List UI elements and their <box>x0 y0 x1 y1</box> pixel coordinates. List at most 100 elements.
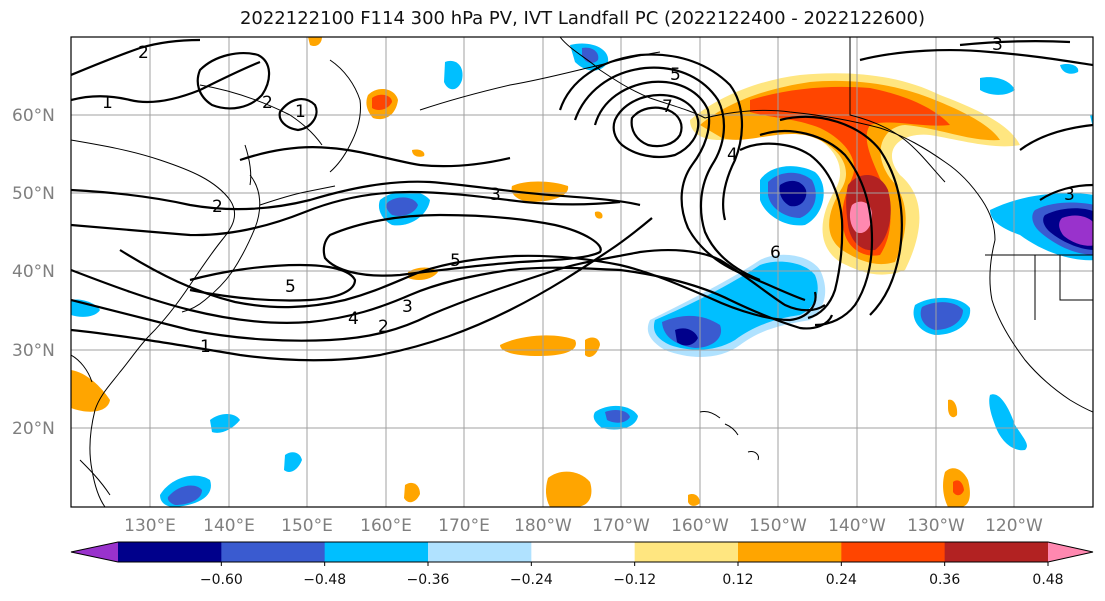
lon-label: 180°W <box>514 516 572 536</box>
contour-low-2 <box>573 66 761 282</box>
colorbar-extend-low <box>71 542 118 562</box>
contour-label: 1 <box>200 337 211 357</box>
positive-anomaly-small-f <box>412 149 425 157</box>
negative-anomaly-japan-sea <box>71 299 100 317</box>
coast-hawaii <box>699 411 759 461</box>
contour-1-south <box>71 217 653 362</box>
lon-label: 170°E <box>438 516 490 536</box>
positive-anomaly-130w-15n-2 <box>953 480 964 496</box>
positive-anomaly-small-d <box>688 493 700 506</box>
colorbar-tick-label: −0.48 <box>303 572 346 588</box>
colorbar-segment <box>634 542 739 562</box>
colorbar-tick-label: −0.24 <box>510 572 553 588</box>
negative-anomaly-165e-north <box>444 60 463 90</box>
negative-anomaly-150w-3 <box>779 180 807 207</box>
negative-anomaly-130w-2 <box>920 302 963 330</box>
contour-trough-1 <box>739 142 844 320</box>
contour-ridge-north <box>239 146 511 168</box>
contour-label: 2 <box>212 197 223 217</box>
contour-5b <box>322 213 602 277</box>
lon-label: 160°E <box>360 516 412 536</box>
contour-low-1 <box>558 53 743 221</box>
map-frame <box>70 36 1094 508</box>
colorbar-segment <box>841 542 946 562</box>
contour-label: 5 <box>285 277 296 297</box>
lat-label: 60°N <box>12 106 55 126</box>
contour-label: 3 <box>490 185 501 205</box>
positive-anomaly-165w-32n <box>585 337 600 357</box>
positive-anomaly-180 <box>511 181 569 202</box>
coast-japan <box>181 174 261 313</box>
positive-anomaly-160e-2 <box>372 94 392 110</box>
contour-low-4 <box>612 93 700 159</box>
lon-labels: 130°E 140°E 150°E 160°E 170°E 180°W 170°… <box>124 516 1043 536</box>
colorbar-tick-label: 0.48 <box>1032 572 1063 588</box>
contour-label: 3 <box>1064 185 1075 205</box>
colorbar-ticks: −0.60 −0.48 −0.36 −0.24 −0.12 0.12 0.24 0.36 0.4… <box>200 562 1064 588</box>
colorbar-tick-label: 0.36 <box>929 572 960 588</box>
colorbar-segment <box>531 542 636 562</box>
contour-2-north <box>71 38 201 77</box>
positive-anomaly-gulf-alaska-2 <box>700 80 1000 265</box>
coast-us-west <box>989 239 1093 413</box>
positive-anomaly-w-edge <box>71 370 110 412</box>
border-state-2 <box>1059 255 1093 301</box>
contour-trough-2 <box>759 130 874 327</box>
contour-2 <box>71 248 826 342</box>
lon-label: 140°W <box>828 516 886 536</box>
negative-anomaly-small-2 <box>284 452 302 472</box>
contour-label: 2 <box>138 43 149 63</box>
lon-label: 150°E <box>281 516 333 536</box>
colorbar-segment <box>738 542 842 562</box>
colorbar-outline <box>70 541 1094 563</box>
lon-label: 130°W <box>907 516 965 536</box>
colorbar-tick-label: 0.24 <box>826 572 857 588</box>
lon-label: 160°W <box>671 516 729 536</box>
contour-ridge-east-2 <box>1019 123 1093 151</box>
contour-low-5 <box>630 106 683 148</box>
lon-label: 170°W <box>592 516 650 536</box>
contour-labels: 1 2 2 1 3 5 5 4 2 3 1 2 3 5 7 6 4 3 <box>102 35 1075 357</box>
positive-anomaly-small-c <box>594 211 603 219</box>
coast-alaska-west <box>559 37 706 119</box>
colorbar-segment <box>118 542 222 562</box>
contour-low-3 <box>593 80 806 302</box>
negative-anomaly-small-5 <box>1060 63 1079 74</box>
lon-label: 120°W <box>985 516 1043 536</box>
colorbar-tick-label: −0.60 <box>200 572 243 588</box>
contour-ridge-east <box>859 48 1093 67</box>
contour-trough-3 <box>779 115 903 316</box>
coast-philippines <box>71 354 111 496</box>
lon-label: 150°W <box>749 516 807 536</box>
lat-label: 30°N <box>12 341 55 361</box>
coast-sakhalin <box>244 144 252 186</box>
coast-kamchatka <box>329 59 361 173</box>
contour-label: 5 <box>450 251 461 271</box>
positive-anomaly-small-b <box>308 37 322 47</box>
lon-label: 140°E <box>203 516 255 536</box>
colorbar-tick-label: −0.12 <box>613 572 656 588</box>
contour-label: 3 <box>992 35 1003 55</box>
contour-1-ring <box>278 98 318 132</box>
coastlines <box>71 37 1093 507</box>
colorbar-segment <box>221 542 326 562</box>
colorbar-tick-label: −0.36 <box>407 572 450 588</box>
map-title: 2022122100 F114 300 hPa PV, IVT Landfall… <box>239 8 926 29</box>
contour-label: 3 <box>402 297 413 317</box>
positive-anomaly-sw <box>545 471 592 507</box>
colorbar-extend-high <box>1048 542 1093 562</box>
contour-5 <box>189 263 357 302</box>
contour-3b <box>71 180 641 211</box>
colorbar-segment <box>324 542 429 562</box>
contour-label: 5 <box>670 65 681 85</box>
graticule <box>71 37 1093 507</box>
negative-anomaly-165w-20n-2 <box>605 409 630 423</box>
pv-contours <box>71 38 1093 362</box>
contour-4 <box>119 249 817 322</box>
colorbar-tick-label: 0.12 <box>722 572 753 588</box>
coast-okhotsk <box>199 84 323 146</box>
negative-anomaly-160e-2 <box>386 197 418 216</box>
contour-label: 1 <box>102 93 113 113</box>
contour-1-north <box>71 60 261 104</box>
